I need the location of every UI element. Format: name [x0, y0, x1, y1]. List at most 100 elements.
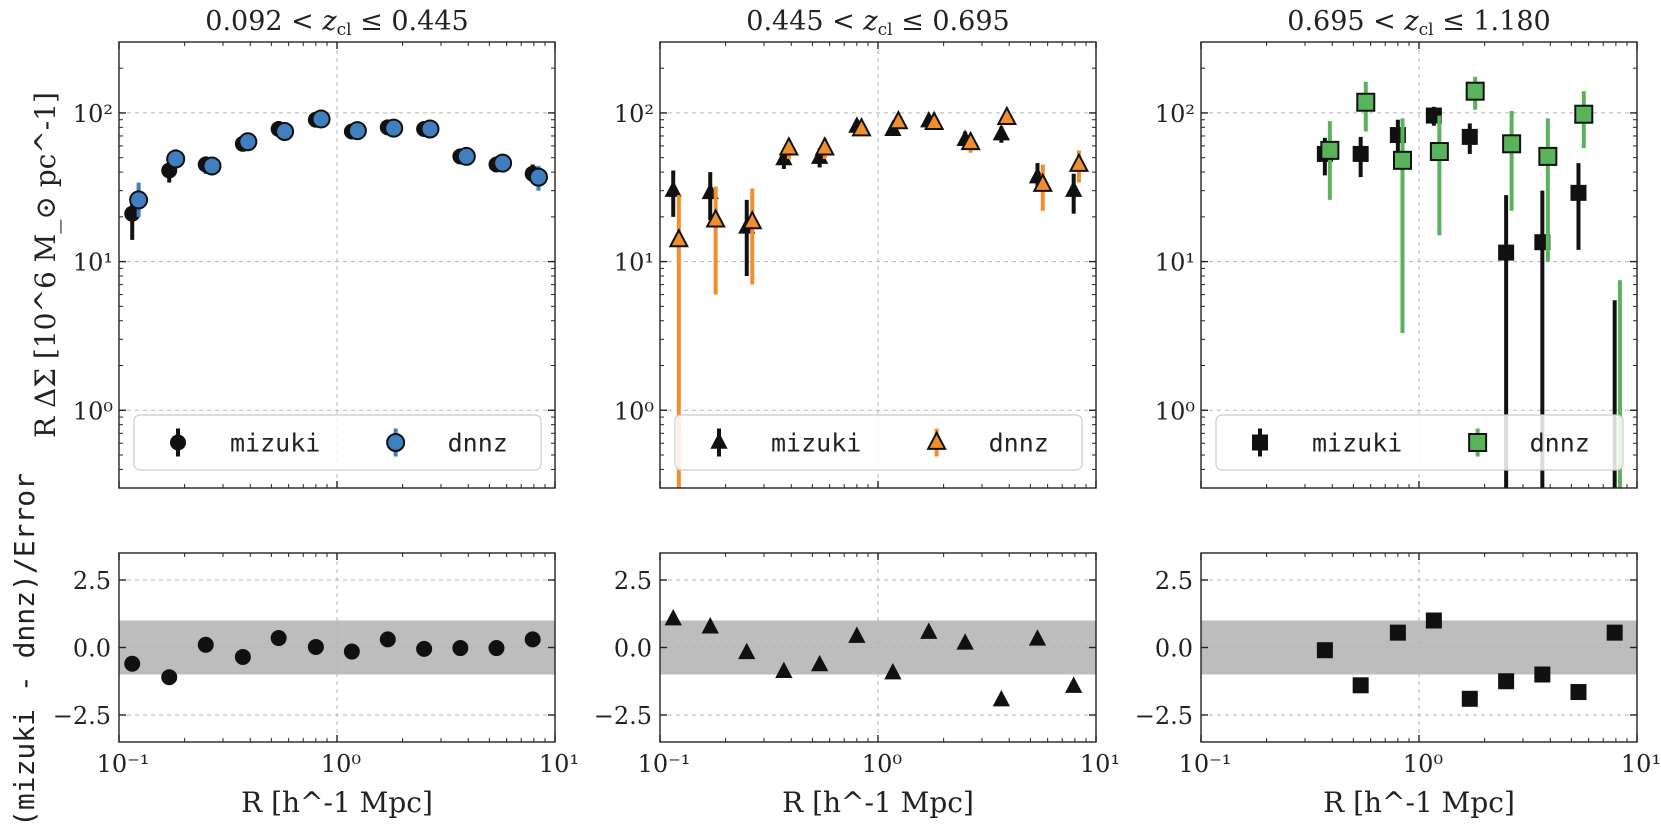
residual-point	[992, 689, 1011, 707]
axes-frame-top	[1200, 41, 1638, 489]
legend-dnnz-label: dnnz	[1530, 429, 1590, 458]
residual-point	[920, 622, 938, 639]
dnnz-point	[1502, 134, 1522, 154]
dnnz-point	[456, 146, 476, 166]
tick-label-x: 10⁻¹	[638, 750, 691, 778]
residual-point	[379, 631, 396, 648]
tick-label-y: 10²	[73, 100, 113, 128]
residual-point	[1065, 676, 1083, 693]
panel-title: 0.445 < zcl ≤ 0.695	[746, 6, 1009, 40]
title-suffix: ≤ 1.180	[1434, 6, 1551, 37]
axes-frame-bottom	[118, 552, 556, 743]
panel-title: 0.092 < zcl ≤ 0.445	[205, 6, 468, 40]
residual-point	[884, 662, 902, 680]
title-variable: z	[321, 6, 337, 37]
panel-title: 0.695 < zcl ≤ 1.180	[1287, 6, 1550, 40]
tick-label-x: 10⁰	[321, 750, 361, 778]
residual-point	[1028, 629, 1047, 646]
data-layer	[664, 105, 1090, 488]
residual-layer	[1316, 612, 1623, 707]
tick-label-y: 10⁰	[1155, 397, 1195, 425]
dnnz-point	[1068, 152, 1090, 172]
tick-label-y: 2.5	[73, 567, 111, 595]
dnnz-point	[347, 121, 367, 141]
dnnz-point	[705, 208, 726, 228]
panel-2: 0.445 < zcl ≤ 0.695 10⁰ 10¹ 10² mizuki dnnz 2.…	[594, 6, 1120, 819]
dnnz-point	[888, 110, 909, 130]
title-prefix: 0.445 <	[746, 6, 863, 37]
dnnz-point	[1429, 142, 1449, 162]
residual-point	[234, 648, 251, 665]
title-subscript: cl	[337, 20, 352, 40]
residual-point	[1606, 624, 1623, 641]
tick-label-y: 0.0	[614, 635, 652, 663]
x-axis-label: R [h^-1 Mpc]	[241, 786, 433, 819]
residual-point	[452, 640, 469, 657]
tick-label-y: 2.5	[1155, 567, 1193, 595]
title-suffix: ≤ 0.445	[352, 6, 469, 37]
legend-dnnz-marker	[1468, 433, 1488, 452]
dnnz-point	[1392, 150, 1412, 170]
title-subscript: cl	[878, 20, 893, 40]
axes-frame-bottom	[1200, 552, 1638, 743]
tick-label-y: 10²	[614, 100, 654, 128]
title-prefix: 0.092 <	[205, 6, 322, 37]
axes-frame-bottom	[659, 552, 1097, 743]
mizuki-point	[1570, 184, 1587, 201]
dnnz-point	[960, 130, 981, 151]
dnnz-point	[202, 156, 222, 176]
legend-box	[1215, 414, 1624, 471]
tick-label-y: 10⁰	[73, 397, 113, 425]
residual-point	[1389, 624, 1406, 641]
dnnz-point	[1320, 140, 1340, 160]
mizuki-point	[664, 180, 682, 197]
residual-point	[848, 626, 866, 643]
dnnz-point	[742, 209, 763, 230]
title-variable: z	[862, 6, 878, 37]
tick-label-y: 10¹	[73, 249, 113, 277]
residual-point	[124, 655, 141, 672]
residual-point	[1461, 690, 1478, 707]
x-axis-label: R [h^-1 Mpc]	[782, 786, 974, 819]
dnnz-point	[1465, 81, 1485, 101]
dnnz-point	[275, 122, 295, 142]
title-suffix: ≤ 0.695	[893, 6, 1010, 37]
legend-dnnz-label: dnnz	[448, 429, 508, 458]
legend-mizuki-marker	[1252, 434, 1268, 451]
legend-mizuki-label: mizuki	[230, 429, 320, 458]
legend: mizuki dnnz	[133, 414, 542, 471]
residual-point	[524, 631, 541, 648]
dnnz-point	[778, 136, 800, 156]
axes-frame-top	[659, 41, 1097, 489]
data-layer	[124, 109, 548, 240]
dnnz-point	[1356, 92, 1376, 112]
residual-layer	[664, 608, 1083, 707]
residual-point	[1425, 612, 1442, 629]
dnnz-point	[166, 149, 186, 169]
legend-dnnz-marker	[386, 433, 406, 452]
tick-label-y: 10¹	[1155, 249, 1195, 277]
tick-label-x: 10⁻¹	[1179, 750, 1232, 778]
legend-mizuki-label: mizuki	[1312, 429, 1402, 458]
residual-point	[1534, 666, 1551, 683]
dnnz-point	[129, 190, 149, 210]
tick-label-y: −2.5	[53, 702, 111, 730]
dnnz-point	[528, 167, 548, 187]
dnnz-point	[1538, 146, 1558, 166]
dnnz-point	[924, 110, 945, 131]
legend-mizuki-label: mizuki	[771, 429, 861, 458]
tick-label-x: 10¹	[539, 750, 579, 778]
residual-point	[1570, 684, 1587, 701]
legend-mizuki-marker	[170, 434, 186, 451]
mizuki-point	[1065, 180, 1083, 197]
dnnz-point	[668, 227, 689, 248]
tick-label-x: 10⁰	[1403, 750, 1443, 778]
residual-point	[701, 617, 719, 634]
residual-point	[1498, 673, 1515, 690]
mizuki-point	[1461, 128, 1478, 145]
panel-1: 0.092 < zcl ≤ 0.445 10⁰ 10¹ 10² mizuki dnnz 2.…	[53, 6, 579, 819]
dnnz-point	[384, 118, 404, 138]
tick-label-y: 2.5	[614, 567, 652, 595]
legend: mizuki dnnz	[1215, 414, 1624, 471]
